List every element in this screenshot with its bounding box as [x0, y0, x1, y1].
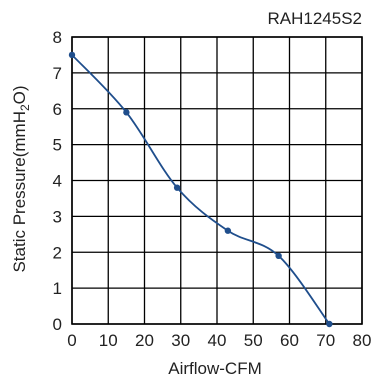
label-layer: RAH1245S2 Airflow-CFM Static Pressure(mm… [10, 9, 362, 378]
y-tick-label: 7 [53, 64, 62, 83]
y-tick-label: 8 [53, 28, 62, 47]
y-axis-title-subscript: 2 [18, 104, 32, 111]
grid-layer [71, 36, 363, 325]
axis-layer: 0 10 20 30 40 50 60 70 80 0 1 2 3 4 5 6 7 8 [53, 28, 372, 350]
y-axis-title-tail: O) [10, 85, 29, 104]
x-axis-title: Airflow-CFM [168, 359, 262, 378]
y-tick-label: 5 [53, 136, 62, 155]
y-tick-label: 3 [53, 207, 62, 226]
y-tick-label: 0 [53, 315, 62, 334]
plot-frame [71, 36, 363, 325]
series-line [71, 54, 331, 325]
data-point [173, 184, 181, 191]
series-layer [68, 51, 333, 328]
data-point [275, 252, 282, 260]
x-tick-label: 20 [135, 331, 154, 350]
chart-title: RAH1245S2 [267, 9, 362, 28]
y-tick-label: 4 [53, 172, 62, 191]
x-tick-label: 10 [99, 331, 118, 350]
x-tick-label: 50 [244, 331, 263, 350]
y-tick-label: 2 [53, 243, 62, 262]
y-tick-label: 1 [53, 279, 62, 298]
data-point [326, 320, 333, 328]
x-tick-label: 80 [353, 331, 372, 350]
y-tick-label: 6 [53, 100, 62, 119]
data-point [123, 109, 130, 116]
y-axis-title: Static Pressure(mmH2O) [10, 85, 32, 272]
data-point [68, 51, 76, 59]
x-tick-label: 30 [171, 331, 190, 350]
data-point [224, 227, 232, 234]
x-tick-label: 0 [67, 331, 76, 350]
x-tick-label: 70 [316, 331, 335, 350]
x-tick-label: 60 [280, 331, 299, 350]
x-tick-label: 40 [208, 331, 227, 350]
y-axis-title-main: Static Pressure(mmH [10, 111, 29, 273]
